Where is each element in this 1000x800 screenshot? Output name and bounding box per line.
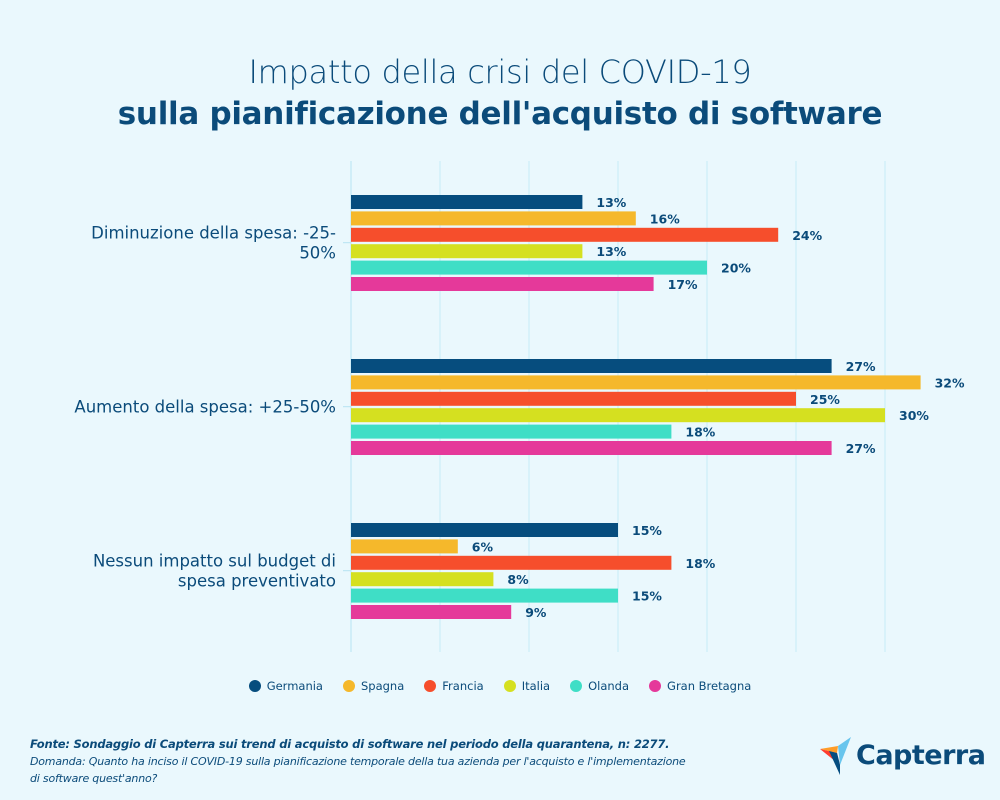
gridlines xyxy=(343,161,886,652)
value-label: 24% xyxy=(792,228,822,243)
value-label: 13% xyxy=(596,244,626,259)
legend-label: Germania xyxy=(266,679,323,693)
bar-spagna xyxy=(351,375,921,390)
question-note-line1: Domanda: Quanto ha inciso il COVID-19 su… xyxy=(30,755,686,768)
value-label: 18% xyxy=(685,425,715,440)
value-label: 9% xyxy=(525,605,547,620)
value-label: 27% xyxy=(846,441,876,456)
value-label: 30% xyxy=(899,408,929,423)
legend-dot-icon xyxy=(570,680,583,692)
legend-item: Germania xyxy=(248,679,323,693)
legend-item: Gran Bretagna xyxy=(649,679,751,693)
category-label: 50% xyxy=(299,244,336,263)
legend-dot-icon xyxy=(503,680,516,692)
legend-item: Spagna xyxy=(342,679,405,693)
bar-olanda xyxy=(351,588,618,603)
category-label: Nessun impatto sul budget di xyxy=(93,552,336,571)
value-label: 13% xyxy=(596,195,626,210)
value-label: 20% xyxy=(721,261,751,276)
legend-dot-icon xyxy=(248,680,261,692)
bar-gran-bretagna xyxy=(351,441,832,455)
legend-item: Italia xyxy=(503,679,551,693)
bar-italia xyxy=(351,408,885,423)
bar-germania xyxy=(351,195,583,209)
bar-chart: Diminuzione della spesa: -25-50% Aumento … xyxy=(74,161,965,652)
legend-dot-icon xyxy=(424,680,437,692)
bar-italia xyxy=(351,244,583,259)
value-label: 15% xyxy=(632,589,662,604)
capterra-logo-text: Capterra xyxy=(856,739,986,771)
legend-item: Olanda xyxy=(570,679,629,693)
legend-dot-icon xyxy=(649,680,662,692)
bar-francia xyxy=(351,555,672,570)
legend: Germania Spagna Francia Italia Olanda Gran Br… xyxy=(0,679,1000,693)
bar-gran-bretagna xyxy=(351,605,512,619)
value-label: 32% xyxy=(935,375,965,390)
category-label: spesa preventivato xyxy=(178,572,336,591)
bars xyxy=(351,195,921,619)
legend-label: Francia xyxy=(442,679,484,693)
value-label: 8% xyxy=(507,572,529,587)
question-note-line2: di software quest'anno? xyxy=(30,772,158,785)
value-label: 18% xyxy=(685,556,715,571)
category-label: Aumento della spesa: +25-50% xyxy=(74,398,336,417)
legend-label: Spagna xyxy=(360,679,405,693)
chart-title-line1: Impatto della crisi del COVID-19 xyxy=(248,53,752,91)
bar-francia xyxy=(351,391,796,406)
value-label: 16% xyxy=(650,211,680,226)
capterra-logo-icon xyxy=(820,737,851,775)
legend-label: Italia xyxy=(521,679,551,693)
value-labels: 13% 16% 24% 13% 20% 17% 27% 32% 25% 30% 18% 27% 15% 6… xyxy=(472,195,965,620)
chart-title: Impatto della crisi del COVID-19 sulla p… xyxy=(0,52,1000,136)
legend-label: Gran Bretagna xyxy=(667,679,752,693)
legend-dot-icon xyxy=(342,680,355,692)
value-label: 17% xyxy=(668,277,698,292)
bar-olanda xyxy=(351,260,707,275)
bar-gran-bretagna xyxy=(351,277,654,291)
bar-spagna xyxy=(351,211,636,226)
category-labels: Diminuzione della spesa: -25-50% Aumento … xyxy=(74,224,336,591)
category-label: Diminuzione della spesa: -25- xyxy=(91,224,336,243)
value-label: 27% xyxy=(846,359,876,374)
bar-spagna xyxy=(351,539,458,554)
capterra-logo: Capterra xyxy=(818,735,986,775)
value-label: 15% xyxy=(632,523,662,538)
bar-germania xyxy=(351,523,618,537)
bar-olanda xyxy=(351,424,672,439)
legend-label: Olanda xyxy=(588,679,630,693)
footer: Fonte: Sondaggio di Capterra sui trend d… xyxy=(30,736,770,787)
bar-germania xyxy=(351,359,832,373)
legend-item: Francia xyxy=(424,679,484,693)
value-label: 6% xyxy=(472,539,494,554)
source-note: Fonte: Sondaggio di Capterra sui trend d… xyxy=(30,737,670,751)
bar-francia xyxy=(351,227,779,242)
bar-italia xyxy=(351,572,494,587)
value-label: 25% xyxy=(810,392,840,407)
chart-title-line2: sulla pianificazione dell'acquisto di so… xyxy=(117,96,883,132)
